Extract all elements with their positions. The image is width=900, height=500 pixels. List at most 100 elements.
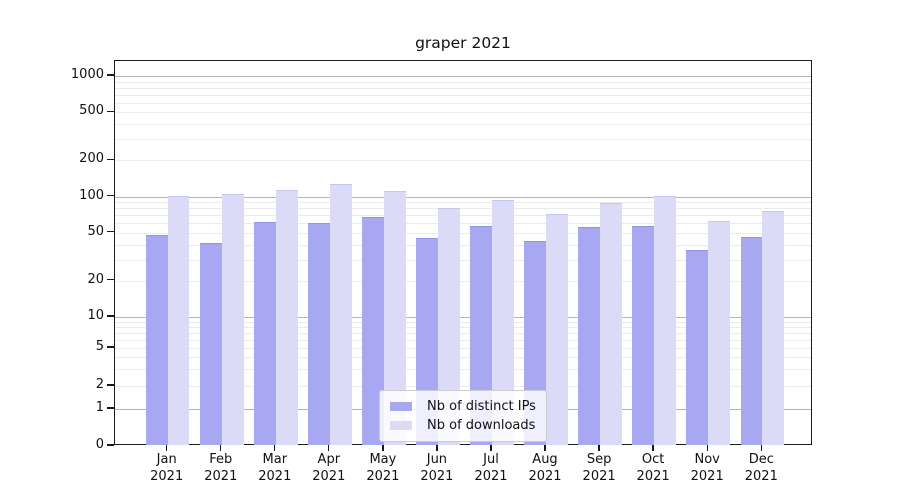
bar-distinct-ips [254, 221, 276, 445]
y-tick-label: 5 [95, 339, 104, 354]
x-tick-label: May 2021 [366, 452, 400, 484]
y-tick-mark [107, 231, 114, 233]
bar-distinct-ips [740, 237, 763, 445]
gridline-minor [115, 202, 811, 203]
y-tick-mark [107, 346, 114, 348]
legend-item-distinct-ips: Nb of distinct IPs [390, 397, 538, 416]
y-tick-mark [107, 444, 114, 446]
gridline-minor [115, 348, 811, 349]
gridline-minor [115, 339, 811, 341]
x-tick-mark [490, 445, 492, 451]
x-tick-label: Oct 2021 [636, 452, 670, 484]
y-tick-label: 10 [87, 308, 104, 323]
y-tick-label: 1000 [70, 67, 104, 82]
chart-title: graper 2021 [415, 34, 511, 52]
y-tick-label: 50 [87, 223, 104, 239]
gridline-minor [115, 259, 811, 261]
bar-distinct-ips [308, 223, 330, 445]
bar-downloads [221, 193, 244, 445]
x-tick-label: Jan 2021 [150, 452, 184, 484]
bar-downloads [762, 210, 785, 445]
x-tick-mark [220, 445, 222, 451]
plot-area: Nb of distinct IPs Nb of downloads [114, 60, 812, 445]
legend-swatch-distinct-ips [390, 402, 412, 411]
y-tick-mark [107, 74, 114, 76]
bar-downloads [329, 184, 352, 445]
gridline-major [115, 76, 811, 77]
x-tick-mark [166, 445, 168, 451]
bar-downloads [654, 195, 676, 445]
bar-distinct-ips [200, 243, 222, 445]
gridline-minor [115, 232, 811, 234]
y-tick-mark [107, 158, 114, 160]
x-tick-mark [382, 445, 384, 451]
gridline-major [115, 196, 811, 198]
gridline-minor [115, 386, 811, 387]
legend-item-downloads: Nb of downloads [390, 416, 538, 435]
gridline-minor [115, 223, 811, 225]
bar-distinct-ips [686, 250, 709, 445]
x-tick-mark [598, 445, 600, 451]
bar-distinct-ips [632, 225, 655, 445]
x-tick-label: Sep 2021 [582, 452, 616, 484]
x-tick-mark [652, 445, 654, 451]
gridline-minor [115, 327, 811, 328]
x-tick-label: Dec 2021 [744, 452, 778, 484]
x-tick-label: Apr 2021 [312, 452, 346, 484]
y-tick-label: 100 [79, 187, 104, 203]
gridline-minor [115, 102, 811, 104]
y-tick-mark [107, 384, 114, 386]
gridline-minor [115, 112, 811, 114]
legend-label-downloads: Nb of downloads [427, 418, 536, 433]
gridline-minor [115, 208, 811, 210]
gridline-minor [115, 81, 811, 83]
legend: Nb of distinct IPs Nb of downloads [379, 390, 547, 442]
bar-downloads [492, 199, 514, 445]
gridline-minor [115, 357, 811, 359]
gridline-minor [115, 215, 811, 217]
gridline-minor [115, 87, 811, 89]
y-tick-label: 20 [87, 271, 104, 287]
bar-downloads [383, 190, 406, 445]
y-tick-label: 2 [95, 377, 104, 392]
x-tick-label: Aug 2021 [528, 452, 562, 484]
x-tick-mark [328, 445, 330, 451]
x-tick-label: Jul 2021 [474, 452, 508, 484]
y-tick-mark [107, 194, 114, 197]
x-tick-mark [274, 445, 276, 451]
legend-swatch-downloads [390, 421, 412, 430]
bar-downloads [167, 195, 190, 445]
gridline-minor [115, 160, 811, 162]
gridline-minor [115, 280, 811, 282]
gridline-minor [115, 139, 811, 140]
gridline-minor [115, 321, 811, 323]
y-tick-label: 500 [79, 103, 104, 119]
x-tick-mark [760, 445, 762, 451]
bar-distinct-ips [145, 234, 168, 445]
bar-distinct-ips [362, 216, 384, 445]
x-tick-mark [436, 445, 438, 451]
gridline-minor [115, 333, 811, 334]
bar-downloads [546, 214, 568, 445]
x-tick-label: Jun 2021 [420, 452, 454, 484]
gridline-minor [115, 94, 811, 96]
x-tick-mark [706, 445, 708, 451]
y-tick-mark [107, 407, 114, 409]
x-tick-label: Feb 2021 [204, 452, 238, 484]
gridline-minor [115, 369, 811, 371]
bar-distinct-ips [578, 226, 601, 445]
x-tick-label: Mar 2021 [258, 452, 292, 484]
bar-downloads [437, 207, 460, 445]
bar-downloads [708, 220, 730, 445]
gridline-minor [115, 124, 811, 125]
y-tick-label: 1 [95, 400, 104, 415]
x-tick-mark [544, 445, 546, 451]
legend-label-distinct-ips: Nb of distinct IPs [427, 399, 536, 414]
bar-downloads [275, 189, 298, 445]
x-tick-label: Nov 2021 [690, 452, 724, 484]
y-tick-label: 0 [95, 437, 104, 452]
bar-downloads [600, 202, 622, 445]
y-tick-mark [107, 110, 114, 112]
y-tick-label: 200 [79, 151, 104, 167]
